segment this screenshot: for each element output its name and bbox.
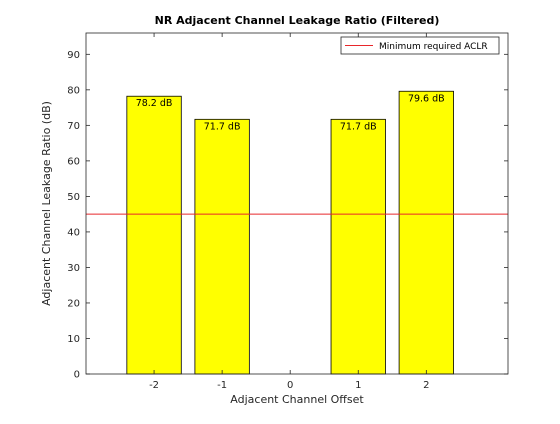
x-tick-label: 1 [355, 380, 361, 391]
bar-value-label: 79.6 dB [408, 93, 445, 104]
x-tick-label: 2 [423, 380, 429, 391]
bar-1 [330, 118, 386, 375]
bar-label-group: 78.2 dB 71.7 dB 71.7 dB 79.6 dB [136, 93, 445, 132]
y-axis-ticks: 0 10 20 30 40 50 60 70 80 90 [67, 50, 508, 381]
x-tick-label: -2 [149, 380, 159, 391]
y-tick-label: 30 [67, 263, 80, 274]
bar-value-label: 71.7 dB [340, 121, 377, 132]
bar--2 [126, 95, 182, 375]
y-tick-label: 20 [67, 298, 80, 309]
bar-2 [398, 90, 454, 375]
x-axis-ticks: -2 -1 0 1 2 [149, 33, 430, 391]
legend: Minimum required ACLR [340, 36, 500, 55]
y-tick-label: 10 [67, 334, 80, 345]
bar-group [126, 90, 454, 375]
y-axis-label: Adjacent Channel Leakage Ratio (dB) [40, 101, 53, 306]
bar-value-label: 71.7 dB [204, 121, 241, 132]
y-tick-label: 50 [67, 192, 80, 203]
bar-value-label: 78.2 dB [136, 98, 173, 109]
x-tick-label: -1 [217, 380, 227, 391]
y-tick-label: 0 [74, 370, 80, 381]
x-axis-label: Adjacent Channel Offset [230, 393, 364, 406]
chart-title: NR Adjacent Channel Leakage Ratio (Filte… [155, 14, 440, 27]
legend-entry-label: Minimum required ACLR [379, 42, 488, 52]
y-tick-label: 90 [67, 50, 80, 61]
y-tick-label: 40 [67, 227, 80, 238]
bar--1 [194, 118, 250, 375]
legend-box [340, 36, 500, 55]
plot-frame [85, 32, 509, 375]
y-tick-label: 70 [67, 121, 80, 132]
y-tick-label: 60 [67, 156, 80, 167]
y-tick-label: 80 [67, 85, 80, 96]
x-tick-label: 0 [287, 380, 293, 391]
